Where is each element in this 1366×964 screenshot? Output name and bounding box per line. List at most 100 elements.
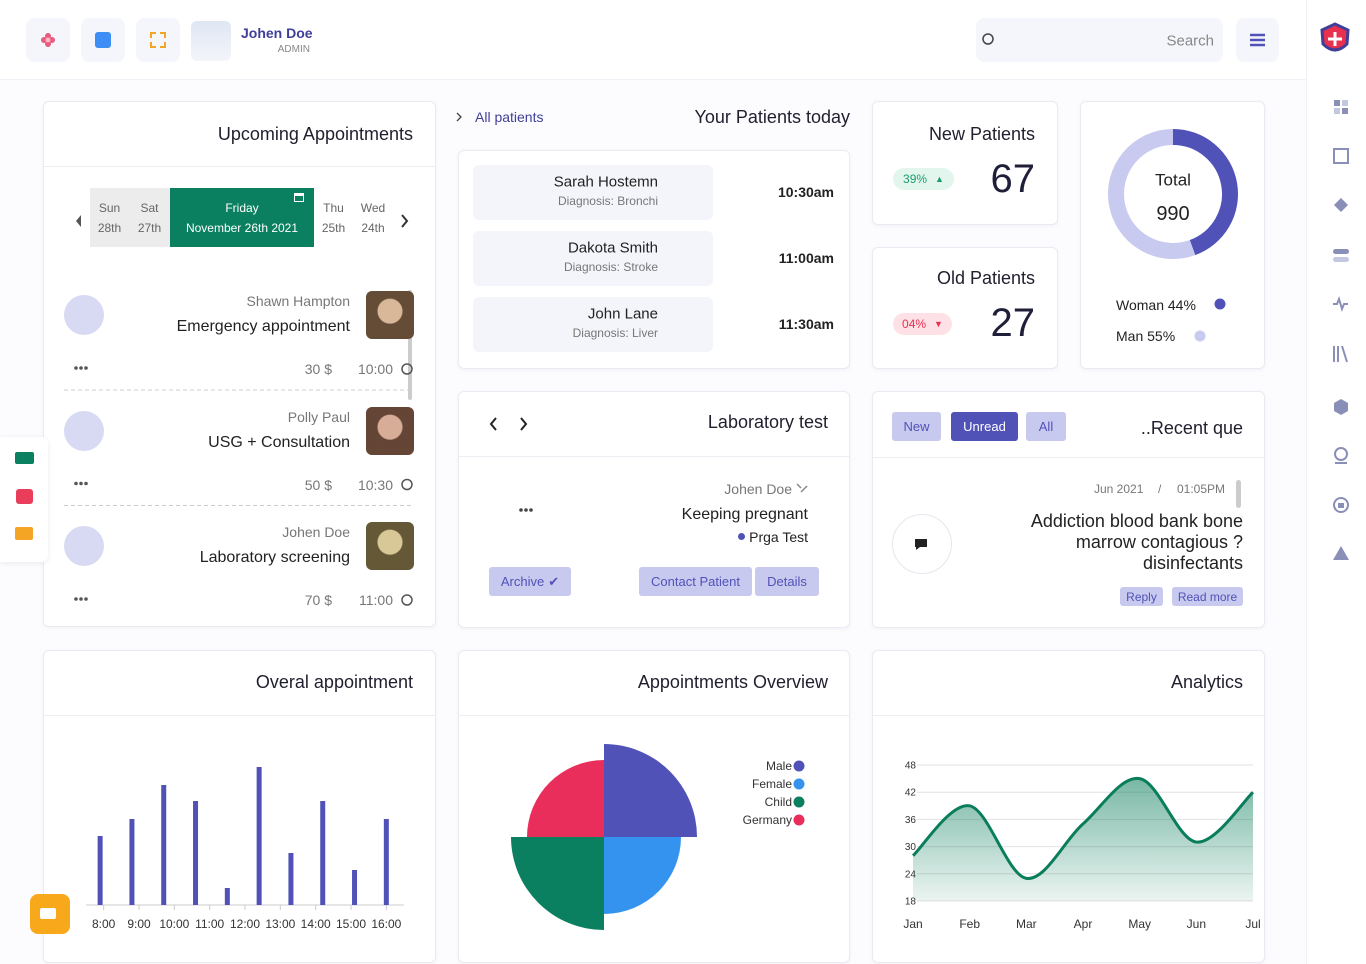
contact-button[interactable]: Contact Patient — [639, 567, 752, 596]
call-button[interactable] — [64, 295, 104, 335]
day-date: 28th — [97, 220, 122, 235]
bar-chart-card — [43, 650, 436, 963]
day-name: Wed — [360, 200, 386, 215]
day-date: November 26th 2021 — [185, 220, 299, 235]
change: 39% — [903, 172, 928, 186]
card-title: ..Recent que — [1140, 418, 1243, 438]
trend-caret: ▼ — [934, 319, 943, 329]
legend-entry: Woman 44% — [1116, 298, 1196, 312]
user-role: ADMIN — [277, 44, 310, 55]
scrollbar — [1236, 480, 1241, 508]
card-title: Old Patients — [936, 268, 1035, 288]
diagnosis: Diagnosis: Bronchi — [557, 194, 658, 208]
appointment-type: USG + Consultation — [208, 433, 350, 451]
patient-name: Johen Doe — [282, 524, 350, 540]
doctor: Johen Doe — [724, 481, 792, 497]
time: 10:00 — [357, 361, 393, 377]
link[interactable]: All patients — [475, 109, 544, 125]
patient-row[interactable] — [473, 165, 713, 220]
appointment-time: 11:00am — [778, 250, 834, 266]
search-box[interactable] — [976, 18, 1223, 62]
day-name: Sat — [140, 200, 159, 215]
section-title: Your Patients today — [694, 107, 850, 127]
divider — [459, 456, 849, 457]
time: 01:05PM — [1177, 482, 1226, 496]
legend-entry: Man 55% — [1116, 329, 1175, 343]
active-tab[interactable]: Unread — [951, 412, 1018, 441]
date-strip: Sun 28th Sat 27th Friday November 26th 2021 Th… — [90, 188, 393, 247]
patient-row[interactable] — [473, 297, 713, 352]
old-patients-card — [872, 247, 1058, 369]
price: 50 $ — [304, 476, 332, 493]
reply-button[interactable]: Reply — [1120, 587, 1163, 606]
patient-name: Polly Paul — [287, 408, 350, 425]
appointment-type: Laboratory screening — [199, 549, 350, 566]
day-date: 25th — [321, 220, 346, 235]
change: 04% — [902, 317, 927, 331]
patient-name: Shawn Hampton — [246, 293, 350, 309]
message: Addiction blood bank bone marrow contagi… — [1030, 511, 1243, 573]
patient-photo — [366, 522, 414, 570]
search-placeholder: Search — [1166, 32, 1214, 50]
appointment-time: 11:30am — [778, 316, 834, 332]
check-icon: ✔ — [548, 573, 560, 589]
time: 11:00 — [359, 592, 393, 608]
orange-button[interactable] — [30, 894, 70, 934]
card-title: Upcoming Appointments — [217, 124, 413, 144]
test: Keeping pregnant — [681, 506, 808, 523]
divider — [873, 715, 1264, 716]
call-button[interactable] — [64, 526, 104, 566]
card-title: Overal appointment — [255, 672, 413, 692]
day[interactable]: Sat 27th — [129, 188, 170, 247]
card-title: New Patients — [928, 124, 1035, 144]
price: 70 $ — [304, 592, 332, 608]
tag-dot — [738, 533, 745, 540]
stat-value: 67 — [990, 157, 1036, 201]
user-avatar[interactable] — [191, 21, 231, 61]
active-day[interactable]: Friday November 26th 2021 — [170, 188, 314, 247]
pie-chart-card — [458, 650, 850, 963]
quick-panel — [0, 437, 48, 562]
tab[interactable]: All — [1026, 412, 1066, 441]
change-badge: 39% ▲ — [893, 168, 954, 190]
new-patients-card — [872, 101, 1058, 225]
patient-photo — [366, 406, 414, 455]
archive-button[interactable]: Archive ✔ — [489, 567, 571, 596]
appointment-time: 10:30am — [777, 184, 834, 200]
chat-icon — [892, 514, 952, 574]
card-title: Appointments Overview — [637, 672, 828, 692]
time: 10:30 — [357, 476, 393, 493]
day-date: 24th — [361, 220, 385, 235]
day[interactable]: Sun 28th — [90, 188, 129, 247]
patient-name: Sarah Hostemn — [553, 173, 658, 191]
day[interactable]: Thu 25th — [314, 188, 353, 247]
day[interactable]: Wed 24th — [353, 188, 393, 247]
menu-button[interactable] — [1236, 18, 1279, 62]
date: Jun 2021 — [1094, 482, 1144, 496]
card-title: Analytics — [1170, 672, 1243, 692]
chevron — [456, 112, 462, 122]
stat-value: 27 — [990, 301, 1036, 345]
donut-value: 990 — [1156, 203, 1190, 225]
user-name: Johen Doe — [241, 25, 313, 41]
appointment-type: Emergency appointment — [176, 318, 350, 335]
icon-button[interactable] — [81, 18, 125, 62]
donut-label: Total — [1155, 170, 1191, 190]
call-button[interactable] — [64, 410, 104, 451]
line-chart-card — [872, 650, 1265, 963]
legend-name: Man — [1116, 328, 1144, 344]
divider — [873, 457, 1264, 458]
icon-button[interactable] — [136, 18, 180, 62]
read-more-button[interactable]: Read more — [1172, 587, 1243, 606]
legend-value: 44% — [1167, 297, 1196, 313]
icon-button[interactable] — [26, 18, 70, 62]
tab[interactable]: New — [892, 412, 941, 441]
diagnosis: Diagnosis: Liver — [572, 326, 658, 340]
patient-row[interactable] — [473, 231, 713, 286]
details-button[interactable]: Details — [755, 567, 819, 596]
patient-photo — [366, 291, 414, 339]
sidebar — [1306, 0, 1366, 964]
button-label: Archive — [500, 574, 545, 589]
calendar-icon — [294, 193, 304, 202]
legend-value: 55% — [1147, 328, 1176, 344]
